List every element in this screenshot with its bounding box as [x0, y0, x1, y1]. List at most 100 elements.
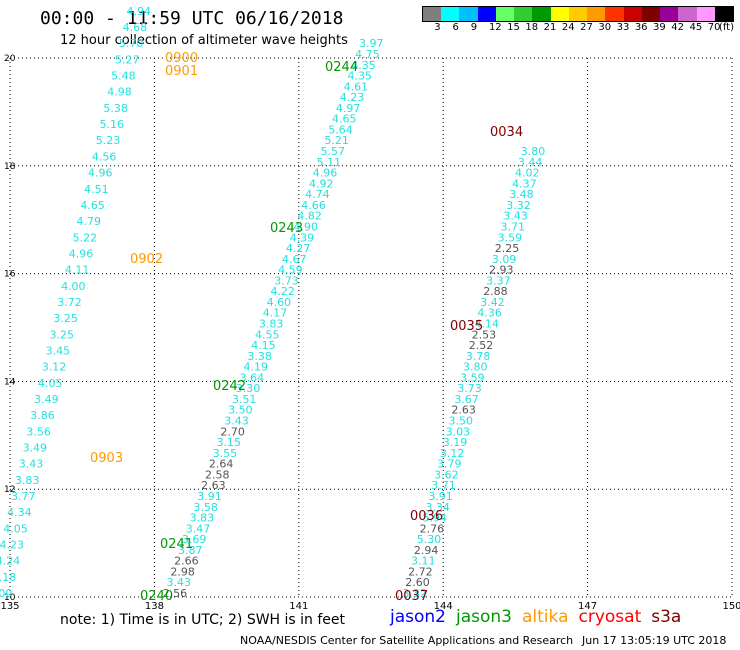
swh-value-label: 3.25 — [50, 328, 75, 341]
swh-value-label: 3.50 — [449, 415, 474, 428]
pass-time-label: 0901 — [165, 64, 198, 79]
swh-value-label: 4.82 — [297, 210, 322, 223]
swh-value-label: 4.02 — [515, 167, 540, 180]
swh-value-label: 5.70 — [119, 37, 144, 50]
satellite-legend: jason2 jason3 altika cryosat s3a — [390, 607, 691, 627]
swh-value-label: 2.63 — [451, 404, 476, 417]
colorbar-swatch — [550, 7, 569, 21]
colorbar-swatch — [696, 7, 715, 21]
colorbar-label: 30 — [598, 22, 612, 33]
swh-value-label: 4.05 — [3, 522, 28, 535]
satellite-legend-item: s3a — [651, 607, 682, 627]
swh-value-label: 4.34 — [7, 506, 32, 519]
swh-value-label: 3.32 — [402, 587, 427, 600]
swh-value-label: 3.59 — [498, 231, 523, 244]
swh-value-label: 4.14 — [475, 318, 500, 331]
swh-value-label: 2.93 — [489, 264, 514, 277]
swh-value-label: 3.30 — [236, 382, 261, 395]
swh-value-label: 3.67 — [454, 393, 479, 406]
colorbar-label: 18 — [525, 22, 539, 33]
y-tick-label: 10 — [4, 593, 16, 603]
swh-value-label: 3.59 — [460, 371, 485, 384]
swh-value-label: 4.23 — [0, 538, 24, 551]
colorbar-swatch — [660, 7, 679, 21]
swh-value-label: 5.38 — [103, 102, 128, 115]
swh-value-label: 3.43 — [19, 458, 44, 471]
colorbar-label: 24 — [561, 22, 575, 33]
colorbar-swatch — [495, 7, 515, 21]
swh-value-label: 4.22 — [270, 285, 295, 298]
swh-value-label: 4.65 — [332, 113, 357, 126]
colorbar-swatch — [532, 7, 551, 21]
swh-value-label: 4.97 — [336, 102, 361, 115]
swh-value-label: 2.64 — [209, 458, 234, 471]
x-tick-label: 144 — [434, 601, 453, 612]
swh-value-label: 4.96 — [313, 167, 338, 180]
swh-value-label: 2.58 — [205, 468, 230, 481]
swh-value-label: 4.94 — [127, 5, 152, 18]
data-labels: 4.00 4.18 4.24 4.23 4.05 4.34 3.77 3.83 3.43 3.49… — [0, 0, 545, 600]
swh-value-label: 4.60 — [267, 296, 292, 309]
swh-value-label: 3.09 — [492, 253, 517, 266]
gridlines — [9, 57, 733, 598]
pass-time-label: 0902 — [130, 252, 163, 267]
swh-value-label: 3.71 — [501, 220, 526, 233]
swh-value-label: 3.34 — [425, 501, 450, 514]
satellite-legend-item: jason2 — [390, 607, 446, 627]
swh-value-label: 4.18 — [0, 571, 16, 584]
pass-time-label: 0035 — [450, 319, 483, 334]
page-title: 00:00 - 11:59 UTC 06/16/2018 — [40, 8, 344, 29]
x-tick-label: 141 — [289, 601, 308, 612]
swh-value-label: 3.25 — [53, 312, 78, 325]
swh-value-label: 2.63 — [201, 479, 226, 492]
pass-time-label: 0036 — [410, 509, 443, 524]
swh-value-label: 3.45 — [46, 344, 71, 357]
swh-value-label: 4.00 — [61, 280, 86, 293]
swh-value-label: 5.21 — [324, 134, 349, 147]
swh-value-label: 3.79 — [437, 458, 462, 471]
swh-value-label: 3.11 — [411, 555, 436, 568]
swh-value-label: 4.87 — [130, 0, 155, 2]
swh-value-label: 4.74 — [305, 188, 330, 201]
colorbar-swatch — [423, 7, 442, 21]
swh-value-label: 3.87 — [178, 544, 203, 557]
swh-value-label: 3.62 — [434, 468, 459, 481]
colorbar: 3 6 9 12 15 18 21 24 27 30 33 36 39 42 45 70 (ft) — [422, 6, 734, 40]
pass-time-label: 0243 — [270, 221, 303, 236]
swh-value-label: 3.80 — [463, 361, 488, 374]
colorbar-swatch — [459, 7, 478, 21]
swh-value-label: 4.39 — [290, 231, 315, 244]
swh-value-label: 4.05 — [38, 377, 63, 390]
swh-value-label: 4.17 — [263, 307, 288, 320]
colorbar-label: 6 — [452, 22, 459, 33]
y-tick-label: 12 — [4, 485, 15, 495]
swh-value-label: 3.51 — [232, 393, 257, 406]
x-tick-label: 147 — [578, 601, 597, 612]
swh-value-label: 3.49 — [34, 393, 59, 406]
pass-time-label: 0242 — [213, 379, 246, 394]
pass-time-label: 0244 — [325, 60, 358, 75]
colorbar-swatch — [477, 7, 496, 21]
swh-value-label: 4.96 — [88, 167, 113, 180]
swh-value-label: 3.91 — [197, 490, 222, 503]
swh-value-label: 2.25 — [495, 242, 520, 255]
pass-time-label: 0034 — [490, 125, 523, 140]
swh-value-label: 3.43 — [503, 210, 528, 223]
colorbar-label: 12 — [488, 22, 502, 33]
swh-value-label: 4.92 — [309, 177, 334, 190]
colorbar-label: 21 — [543, 22, 557, 33]
swh-value-label: 5.27 — [115, 53, 140, 66]
swh-value-label: 3.49 — [23, 441, 48, 454]
swh-value-label: 4.66 — [301, 199, 326, 212]
swh-value-label: 3.42 — [480, 296, 505, 309]
y-tick-label: 16 — [4, 270, 16, 280]
swh-value-label: 3.12 — [42, 361, 67, 374]
swh-value-label: 3.19 — [443, 436, 468, 449]
swh-value-label: 4.36 — [477, 307, 502, 320]
swh-value-label: 4.23 — [340, 91, 365, 104]
colorbar-label: 27 — [580, 22, 593, 33]
pass-time-label: 0241 — [160, 537, 193, 552]
swh-value-label: 3.83 — [15, 474, 40, 487]
